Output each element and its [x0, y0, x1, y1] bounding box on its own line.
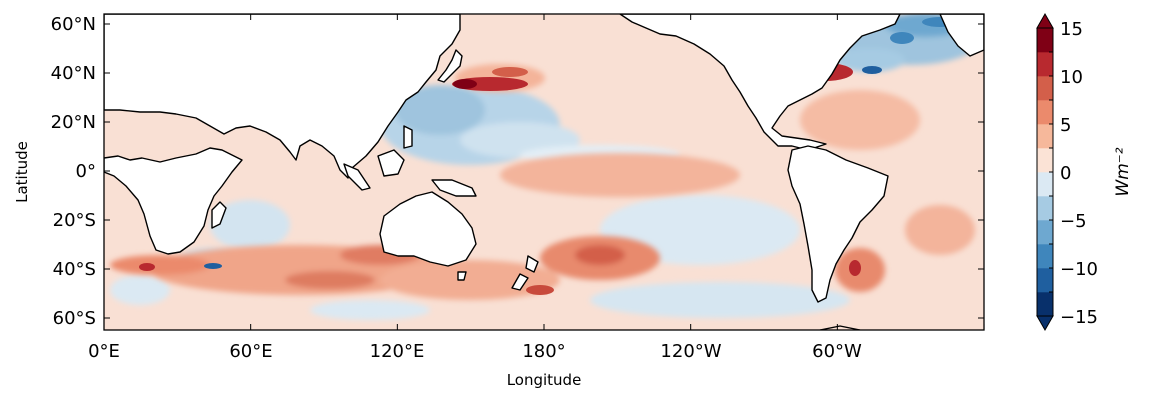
- eurasia-landmass: [104, 14, 461, 179]
- colorbar-tick-neg5: −5: [1060, 211, 1087, 232]
- colorbar-ticks: [1049, 27, 1053, 317]
- colorbar-segment: [1037, 100, 1053, 125]
- x-tick-label-180: 180°: [522, 341, 565, 362]
- sumatra: [343, 163, 371, 191]
- colorbar-tick-15: 15: [1060, 19, 1083, 40]
- colorbar-segment: [1037, 268, 1053, 293]
- colorbar-segment: [1037, 292, 1053, 317]
- colorbar-segment: [1037, 124, 1053, 149]
- colorbar-segments: [1037, 28, 1053, 317]
- tasmania: [457, 271, 467, 281]
- y-tick-label-40n: 40°N: [51, 63, 96, 84]
- land-masses: [104, 14, 984, 330]
- colorbar-segment: [1037, 172, 1053, 197]
- colorbar-tick-labels: 15 10 5 0 −5 −10 −15: [1060, 19, 1098, 328]
- x-axis-ticks: [103, 14, 985, 330]
- y-axis-labels: 60°N 40°N 20°N 0° 20°S 40°S 60°S: [51, 14, 96, 329]
- colorbar-tick-5: 5: [1060, 115, 1071, 136]
- colorbar-tick-neg10: −10: [1060, 259, 1098, 280]
- africa-landmass: [104, 147, 243, 255]
- south-america-landmass: [787, 145, 889, 303]
- x-axis-title: Longitude: [507, 371, 582, 389]
- colorbar-segment: [1037, 244, 1053, 269]
- y-tick-label-60n: 60°N: [51, 14, 96, 35]
- colorbar: 15 10 5 0 −5 −10 −15 Wm⁻²: [1036, 12, 1133, 332]
- colorbar-tick-0: 0: [1060, 163, 1071, 184]
- x-tick-label-0e: 0°E: [88, 341, 120, 362]
- y-tick-label-40s: 40°S: [53, 259, 96, 280]
- colorbar-segment: [1037, 148, 1053, 173]
- y-tick-label-20n: 20°N: [51, 112, 96, 133]
- y-tick-label-20s: 20°S: [53, 210, 96, 231]
- new-zealand: [511, 255, 539, 291]
- colorbar-extend-max: [1036, 12, 1054, 29]
- japan: [437, 49, 463, 83]
- colorbar-tick-10: 10: [1060, 67, 1083, 88]
- y-tick-label-0: 0°: [76, 161, 96, 182]
- strong-positive-cores: [139, 63, 861, 295]
- x-tick-label-60e: 60°E: [229, 341, 272, 362]
- colorbar-label: Wm⁻²: [1113, 147, 1133, 196]
- philippines: [403, 125, 413, 149]
- anomaly-field: [104, 14, 984, 330]
- borneo: [377, 149, 405, 177]
- x-tick-label-120w: 120°W: [660, 341, 721, 362]
- north-america-landmass: [619, 14, 901, 151]
- x-axis-labels: 0°E 60°E 120°E 180° 120°W 60°W: [88, 341, 862, 362]
- madagascar: [211, 201, 227, 229]
- greenland: [939, 14, 984, 57]
- antarctic-edge: [819, 325, 861, 330]
- new-guinea: [431, 179, 477, 197]
- colorbar-tick-neg15: −15: [1060, 307, 1098, 328]
- colorbar-segment: [1037, 28, 1053, 53]
- australia: [379, 191, 477, 267]
- y-tick-label-60s: 60°S: [53, 308, 96, 329]
- x-tick-label-120e: 120°E: [370, 341, 425, 362]
- x-tick-label-60w: 60°W: [812, 341, 862, 362]
- colorbar-segment: [1037, 76, 1053, 101]
- y-axis-title: Latitude: [13, 141, 31, 203]
- positive-anomaly-regions: [110, 64, 975, 300]
- colorbar-segment: [1037, 52, 1053, 77]
- map-panel: [103, 13, 985, 331]
- strong-negative-cores: [204, 17, 958, 269]
- y-axis-ticks: [104, 23, 984, 319]
- colorbar-segment: [1037, 220, 1053, 245]
- colorbar-extend-min: [1036, 315, 1054, 332]
- colorbar-segment: [1037, 196, 1053, 221]
